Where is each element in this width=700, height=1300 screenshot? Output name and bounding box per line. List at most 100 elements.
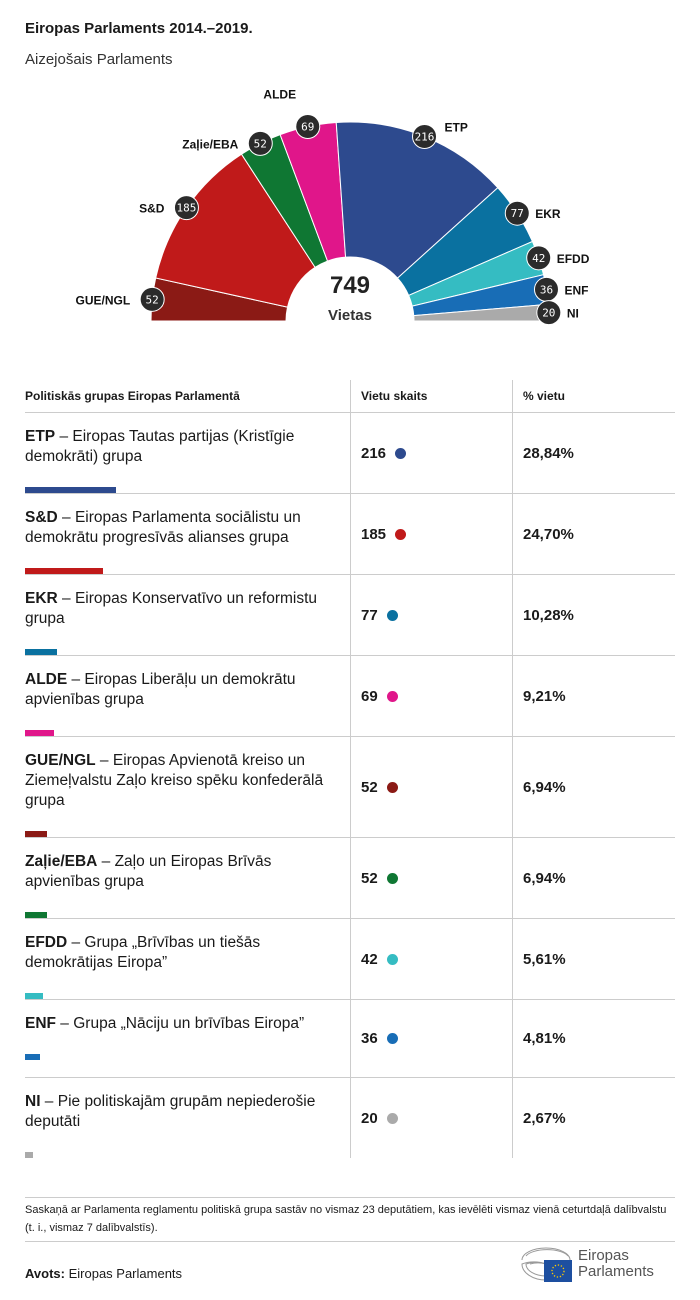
seat-count: 20 [361, 1109, 378, 1127]
value-label: 69 [301, 121, 314, 134]
seats-cell: 42 [350, 918, 513, 1000]
seat-bar [25, 912, 47, 918]
seats-cell: 69 [350, 655, 513, 737]
value-label: 77 [511, 207, 524, 220]
group-abbr: ALDE [25, 671, 68, 688]
group-cell: EFDD – Grupa „Brīvības un tiešās demokrā… [25, 918, 351, 1000]
group-name: – Pie politiskajām grupām nepiederošie d… [25, 1093, 316, 1130]
group-abbr: EFDD [25, 934, 68, 951]
seat-bar [25, 487, 116, 493]
segment-sd [155, 153, 316, 308]
group-cell: ETP – Eiropas Tautas partijas (Kristīgie… [25, 412, 351, 494]
group-abbr: S&D [25, 509, 58, 526]
series-label: ENF [564, 283, 588, 297]
table-row: GUE/NGL – Eiropas Apvienotā kreiso un Zi… [25, 736, 675, 838]
group-cell: EKR – Eiropas Konservatīvo un reformistu… [25, 574, 351, 656]
group-name: – Grupa „Nāciju un brīvības Eiropa” [56, 1015, 305, 1032]
value-label: 20 [542, 307, 555, 320]
group-abbr: EKR [25, 590, 58, 607]
table-row: EFDD – Grupa „Brīvības un tiešās demokrā… [25, 918, 675, 1000]
seat-bar [25, 568, 103, 574]
series-label: NI [567, 307, 579, 321]
color-dot-icon [386, 690, 398, 702]
group-cell: NI – Pie politiskajām grupām nepiederoši… [25, 1077, 351, 1158]
table-row: NI – Pie politiskajām grupām nepiederoši… [25, 1077, 675, 1158]
seat-count: 36 [361, 1030, 378, 1047]
color-dot-icon [386, 953, 398, 965]
header-seats: Vietu skaits [350, 380, 513, 413]
group-abbr: Zaļie/EBA [25, 853, 98, 870]
parliament-chart: 52 GUE/NGL 185 S&D 52 Zaļie/EBA 69 ALDE 216 ETP 77… [76, 90, 590, 326]
group-name: – Eiropas Konservatīvo un reformistu gru… [25, 590, 318, 627]
percent-cell: 4,81% [512, 999, 675, 1078]
logo-line1: Eiropas [578, 1247, 629, 1264]
table-row: Zaļie/EBA – Zaļo un Eiropas Brīvās apvie… [25, 837, 675, 919]
series-label: ALDE [263, 90, 296, 102]
value-badge [504, 200, 530, 226]
value-label: 52 [146, 293, 159, 306]
source-label: Avots: [25, 1266, 65, 1281]
parliament-logo-icon [521, 1247, 572, 1282]
segment-etp [335, 121, 499, 279]
page-title: Eiropas Parlaments 2014.–2019. [25, 20, 253, 37]
color-dot-icon [386, 781, 398, 793]
value-badge [536, 300, 562, 326]
page-subtitle: Aizejošais Parlaments [25, 51, 173, 68]
source: Avots: Eiropas Parlaments [25, 1266, 182, 1281]
table-row: EKR – Eiropas Konservatīvo un reformistu… [25, 574, 675, 656]
seats-cell: 36 [350, 999, 513, 1078]
table-row: ALDE – Eiropas Liberāļu un demokrātu apv… [25, 655, 675, 737]
value-label: 42 [532, 252, 545, 265]
seat-count: 52 [361, 778, 378, 796]
total-label: Vietas [328, 307, 372, 324]
series-label: S&D [139, 202, 165, 216]
group-name: – Eiropas Apvienotā kreiso un Ziemeļvals… [25, 752, 324, 809]
seats-cell: 185 [350, 493, 513, 575]
series-label: EKR [535, 207, 561, 221]
header-group: Politiskās grupas Eiropas Parlamentā [25, 380, 351, 413]
group-cell: Zaļie/EBA – Zaļo un Eiropas Brīvās apvie… [25, 837, 351, 919]
seats-cell: 52 [350, 736, 513, 838]
series-label: EFDD [557, 252, 590, 266]
seat-bar [25, 993, 43, 999]
table-row: S&D – Eiropas Parlamenta sociālistu un d… [25, 493, 675, 575]
color-dot-icon [395, 528, 407, 540]
percent-cell: 9,21% [512, 655, 675, 737]
seat-count: 52 [361, 869, 378, 887]
color-dot-icon [386, 1112, 398, 1124]
group-name: – Eiropas Tautas partijas (Kristīgie dem… [25, 428, 295, 465]
seats-cell: 52 [350, 837, 513, 919]
seat-bar [25, 831, 47, 837]
percent-cell: 28,84% [512, 412, 675, 494]
color-dot-icon [386, 872, 398, 884]
value-badge [412, 123, 438, 149]
color-dot-icon [395, 447, 407, 459]
group-name: – Eiropas Parlamenta sociālistu un demok… [25, 509, 301, 546]
percent-cell: 6,94% [512, 837, 675, 919]
group-cell: ENF – Grupa „Nāciju un brīvības Eiropa” [25, 999, 351, 1078]
series-label: Zaļie/EBA [182, 137, 238, 151]
percent-cell: 2,67% [512, 1077, 675, 1158]
seats-cell: 77 [350, 574, 513, 656]
group-cell: ALDE – Eiropas Liberāļu un demokrātu apv… [25, 655, 351, 737]
group-name: – Eiropas Liberāļu un demokrātu apvienīb… [25, 671, 296, 708]
series-label: GUE/NGL [76, 293, 131, 307]
color-dot-icon [386, 609, 398, 621]
footnote: Saskaņā ar Parlamenta reglamentu politis… [25, 1197, 675, 1242]
value-label: 216 [415, 130, 435, 143]
groups-table: Politiskās grupas Eiropas Parlamentā Vie… [25, 380, 675, 1158]
seat-bar [25, 1152, 34, 1158]
group-cell: GUE/NGL – Eiropas Apvienotā kreiso un Zi… [25, 736, 351, 838]
group-abbr: ETP [25, 428, 56, 445]
value-badge [295, 114, 321, 140]
value-badge [247, 130, 273, 156]
percent-cell: 5,61% [512, 918, 675, 1000]
value-badge [173, 195, 199, 221]
value-label: 185 [177, 202, 197, 215]
value-badge [526, 245, 552, 271]
percent-cell: 10,28% [512, 574, 675, 656]
seat-bar [25, 649, 58, 655]
table-row: ENF – Grupa „Nāciju un brīvības Eiropa” … [25, 999, 675, 1078]
group-abbr: NI [25, 1093, 41, 1110]
